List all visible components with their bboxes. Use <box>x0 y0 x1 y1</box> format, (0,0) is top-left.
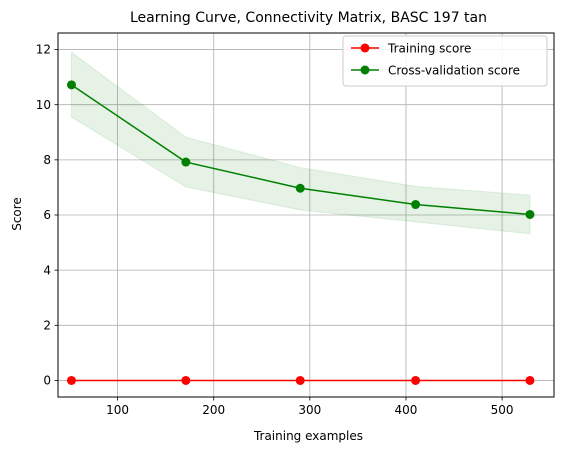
y-tick-label-4: 8 <box>43 153 51 167</box>
x-tick-label-0: 100 <box>106 403 129 417</box>
y-tick-label-1: 2 <box>43 319 51 333</box>
legend-label-cross-validation: Cross-validation score <box>388 64 520 78</box>
y-tick-label-3: 6 <box>43 208 51 222</box>
point-series-1-4 <box>525 209 535 219</box>
legend-entry-training: Training score <box>351 42 471 56</box>
point-series-1-1 <box>181 157 191 167</box>
x-axis-label: Training examples <box>253 429 363 443</box>
x-tick-label-2: 300 <box>298 403 321 417</box>
point-series-0-0 <box>66 375 76 385</box>
point-series-1-0 <box>66 80 76 90</box>
y-tick-label-0: 0 <box>43 374 51 388</box>
legend-marker-training <box>360 43 370 53</box>
y-tick-label-5: 10 <box>36 98 51 112</box>
point-series-1-2 <box>295 183 305 193</box>
chart-title: Learning Curve, Connectivity Matrix, BAS… <box>130 10 487 26</box>
axis-ticks: 100 200 300 400 500 0 2 4 6 8 10 12 <box>36 43 514 417</box>
legend-box <box>342 35 548 87</box>
legend-label-training: Training score <box>387 42 471 56</box>
x-tick-label-3: 400 <box>395 403 418 417</box>
series-markers <box>66 80 535 385</box>
legend-marker-cross-validation <box>360 65 370 75</box>
y-axis-label: Score <box>10 197 24 231</box>
y-tick-label-6: 12 <box>36 43 51 57</box>
legend-entry-cross-validation: Cross-validation score <box>351 64 520 78</box>
legend: Training score Cross-validation score <box>342 35 548 87</box>
point-series-0-3 <box>411 375 421 385</box>
point-series-0-1 <box>181 375 191 385</box>
x-tick-label-1: 200 <box>202 403 225 417</box>
confidence-bands <box>70 51 531 381</box>
band-series-1 <box>70 51 531 235</box>
point-series-1-3 <box>411 200 421 210</box>
point-series-0-4 <box>525 375 535 385</box>
point-series-0-2 <box>295 375 305 385</box>
y-tick-label-2: 4 <box>43 263 51 277</box>
x-tick-label-4: 500 <box>491 403 514 417</box>
